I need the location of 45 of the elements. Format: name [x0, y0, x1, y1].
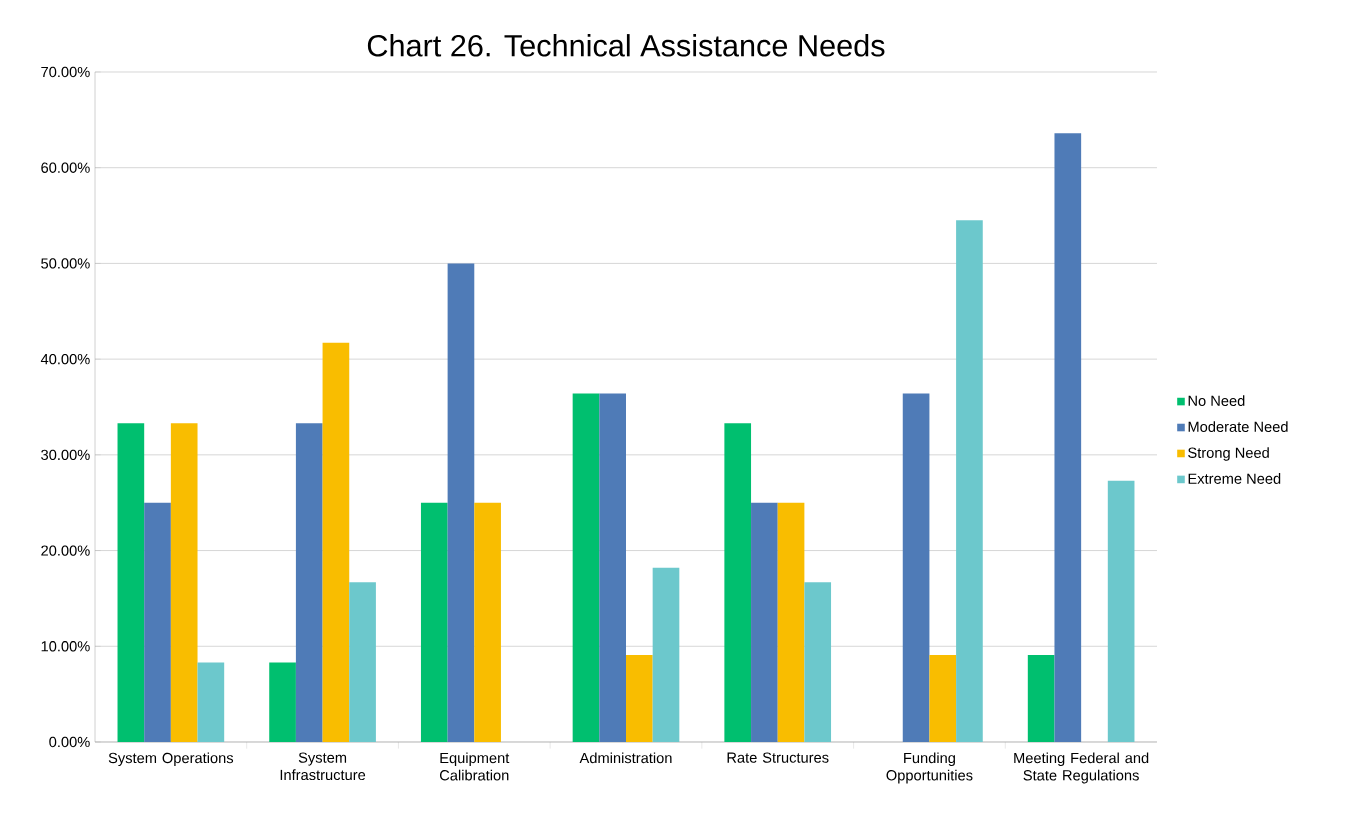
- bar: [956, 220, 983, 742]
- bar: [652, 567, 680, 742]
- x-tick-label: System Infrastructure: [280, 752, 366, 781]
- bar: [197, 662, 225, 742]
- legend-label: Moderate Need: [1188, 421, 1288, 432]
- bar: [1027, 654, 1055, 742]
- x-tick-label: Administration: [579, 752, 672, 764]
- y-tick-label: 0.00%: [49, 736, 90, 748]
- bar: [144, 502, 171, 742]
- bar: [117, 423, 145, 742]
- bar: [804, 582, 832, 742]
- chart-title: Chart 26. Technical Assistance Needs: [367, 34, 885, 57]
- y-tick-label: 60.00%: [41, 162, 90, 173]
- bar: [1107, 480, 1135, 742]
- x-tick-label: Funding Opportunities: [886, 752, 973, 784]
- bar: [777, 502, 805, 742]
- x-tick-label: Rate Structures: [727, 752, 829, 763]
- y-tick-label: 10.00%: [41, 641, 90, 652]
- bar: [572, 393, 600, 742]
- legend-label: No Need: [1188, 395, 1245, 407]
- bar: [751, 502, 778, 742]
- legend-label: Strong Need: [1188, 447, 1269, 461]
- bar: [902, 393, 930, 742]
- x-tick-label: Equipment Calibration: [439, 752, 510, 781]
- bar: [1054, 133, 1082, 742]
- bar: [420, 502, 448, 742]
- bar: [349, 582, 376, 742]
- y-tick-label: 50.00%: [41, 258, 90, 269]
- y-tick-label: 70.00%: [41, 66, 90, 78]
- bar: [929, 654, 957, 742]
- legend-label: Extreme Need: [1188, 473, 1281, 484]
- bar: [322, 342, 350, 742]
- x-tick-label: System Operations: [108, 752, 234, 767]
- bar: [269, 662, 296, 742]
- bar: [447, 263, 475, 742]
- bar: [599, 393, 626, 742]
- bar: [474, 502, 501, 742]
- bar: [724, 423, 752, 742]
- y-tick-label: 30.00%: [41, 449, 90, 461]
- bar: [626, 654, 653, 742]
- x-tick-label: Meeting Federal and State Regulations: [1014, 752, 1149, 784]
- bar: [170, 423, 198, 742]
- bar: [295, 423, 323, 742]
- y-tick-label: 20.00%: [41, 545, 90, 556]
- y-tick-label: 40.00%: [40, 353, 90, 365]
